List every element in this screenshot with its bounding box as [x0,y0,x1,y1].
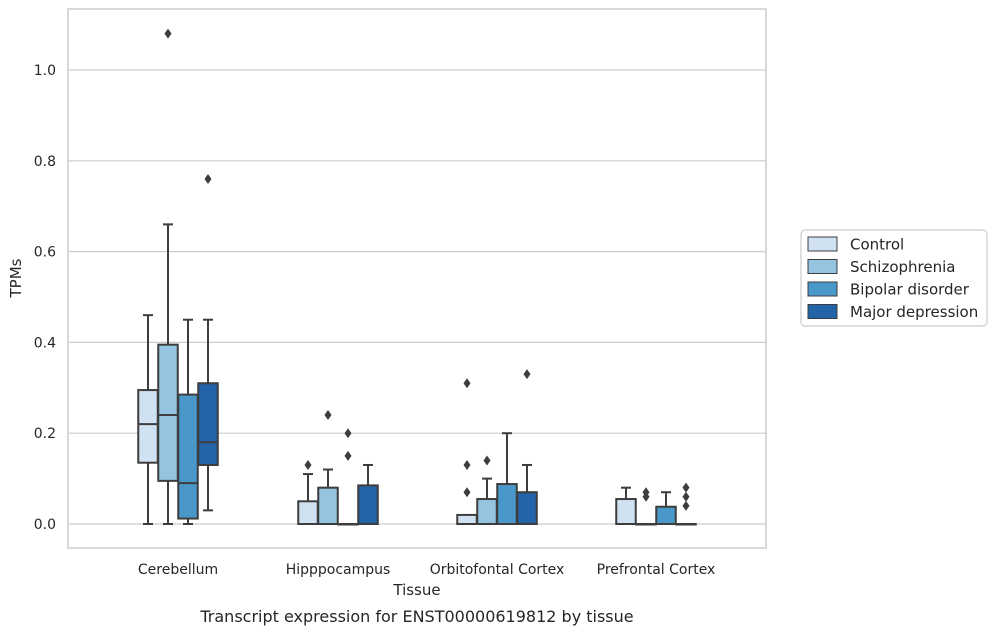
box [496,483,518,526]
box [655,505,677,525]
chart-caption: Transcript expression for ENST0000061981… [199,607,633,626]
y-tick-label: 1.0 [34,63,56,79]
box-group [337,428,359,526]
outlier-point [523,369,531,380]
box-group [177,318,199,525]
x-tick-label: Prefrontal Cortex [597,562,716,578]
box [357,484,379,526]
box [137,389,159,464]
box-group [675,482,697,526]
y-tick-label: 0.8 [34,154,56,170]
box-group [137,314,159,525]
outlier-point [483,455,491,466]
legend-label: Major depression [850,303,978,321]
legend[interactable]: Control Schizophrenia Bipolar disorder Majo… [800,229,988,327]
box [157,343,179,482]
box-group [496,432,518,526]
box-plot-boxes [137,28,697,526]
box [197,382,219,466]
plot-frame [67,8,767,549]
x-tick-label: Orbitofontal Cortex [430,562,565,578]
legend-label: Control [850,236,904,254]
outlier-point [682,482,690,493]
x-tick-label: Hipppocampus [286,562,391,578]
y-tick-label: 0.2 [34,426,56,442]
outlier-point [682,491,690,502]
box-group [157,28,179,525]
outlier-point [204,173,212,184]
outlier-point [344,450,352,461]
box [297,500,319,525]
outlier-point [463,487,471,498]
box-group [635,487,657,526]
y-tick-label: 0.0 [34,517,56,533]
x-axis-ticks: Cerebellum Hipppocampus Orbitofontal Corte… [138,562,715,578]
y-tick-label: 0.6 [34,245,56,261]
box-group [615,486,637,525]
box [177,393,199,520]
box [615,498,637,525]
legend-box [800,229,988,327]
outlier-point [682,500,690,511]
outlier-point [164,28,172,39]
box [476,498,498,525]
legend-swatch [807,304,838,319]
box-group [357,463,379,526]
x-tick-label: Cerebellum [138,562,218,578]
box-group [297,459,319,525]
legend-swatch [807,281,838,297]
outlier-point [304,459,312,470]
legend-label: Bipolar disorder [850,281,970,299]
y-axis-ticks: 0.0 0.2 0.4 0.6 0.8 1.0 [34,63,56,533]
x-axis-label: Tissue [392,581,440,599]
box-group [516,369,538,526]
box [317,486,339,525]
outlier-point [344,428,352,439]
outlier-point [463,459,471,470]
legend-swatch [807,259,838,274]
box-group [476,455,498,525]
box [516,491,538,526]
legend-swatch [807,236,838,252]
legend-label: Schizophrenia [850,258,955,276]
y-tick-label: 0.4 [34,335,56,351]
outlier-point [463,378,471,389]
box [456,513,478,525]
outlier-point [324,410,332,421]
y-axis-label: TPMs [7,258,25,298]
box-group [197,173,219,512]
box-group [655,491,677,525]
outlier-point [642,487,650,498]
box-group [456,378,478,525]
box-group [317,410,339,525]
